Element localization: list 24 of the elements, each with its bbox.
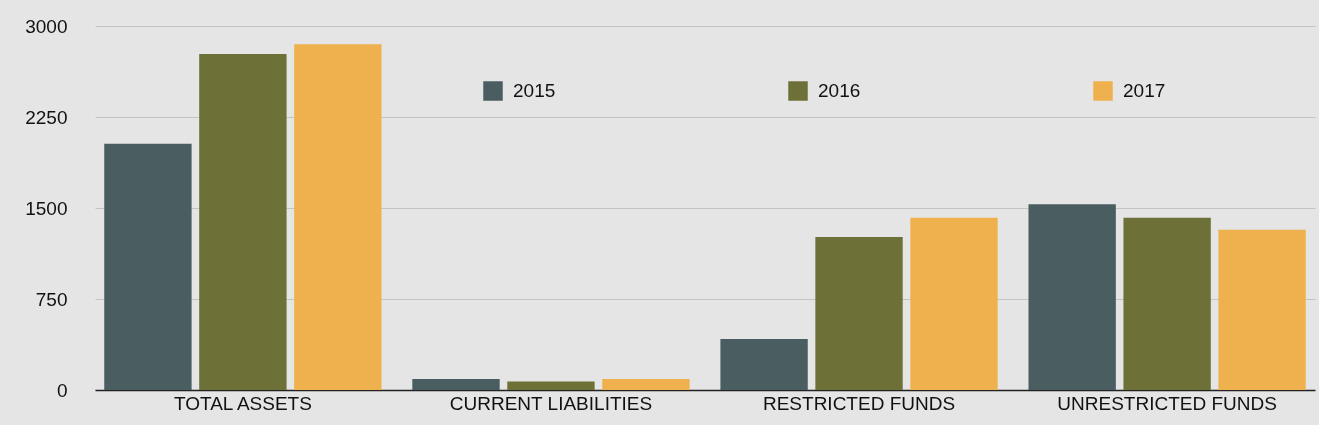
legend-label: 2017 — [1123, 80, 1166, 101]
legend-label: 2016 — [818, 80, 861, 101]
bar — [910, 217, 998, 390]
y-tick-label: 3000 — [25, 15, 68, 37]
y-tick-label: 1500 — [25, 197, 68, 219]
bar — [815, 237, 903, 390]
bar — [1218, 229, 1306, 390]
bar — [199, 53, 287, 390]
bar — [602, 379, 690, 390]
bar — [412, 379, 500, 390]
bar — [104, 143, 192, 390]
x-tick-label: CURRENT LIABILITIES — [449, 392, 653, 414]
x-tick-label: RESTRICTED FUNDS — [762, 392, 956, 414]
y-tick-label: 750 — [35, 288, 68, 310]
bar — [507, 381, 595, 390]
bar — [1028, 204, 1116, 390]
y-tick-label: 2250 — [25, 106, 68, 128]
legend-label: 2015 — [513, 80, 556, 101]
x-tick-label: TOTAL ASSETS — [173, 392, 312, 414]
y-tick-label: 0 — [56, 379, 68, 401]
bar — [720, 339, 808, 390]
bar — [294, 44, 382, 390]
bar — [1123, 217, 1211, 390]
x-tick-label: UNRESTRICTED FUNDS — [1057, 392, 1277, 414]
